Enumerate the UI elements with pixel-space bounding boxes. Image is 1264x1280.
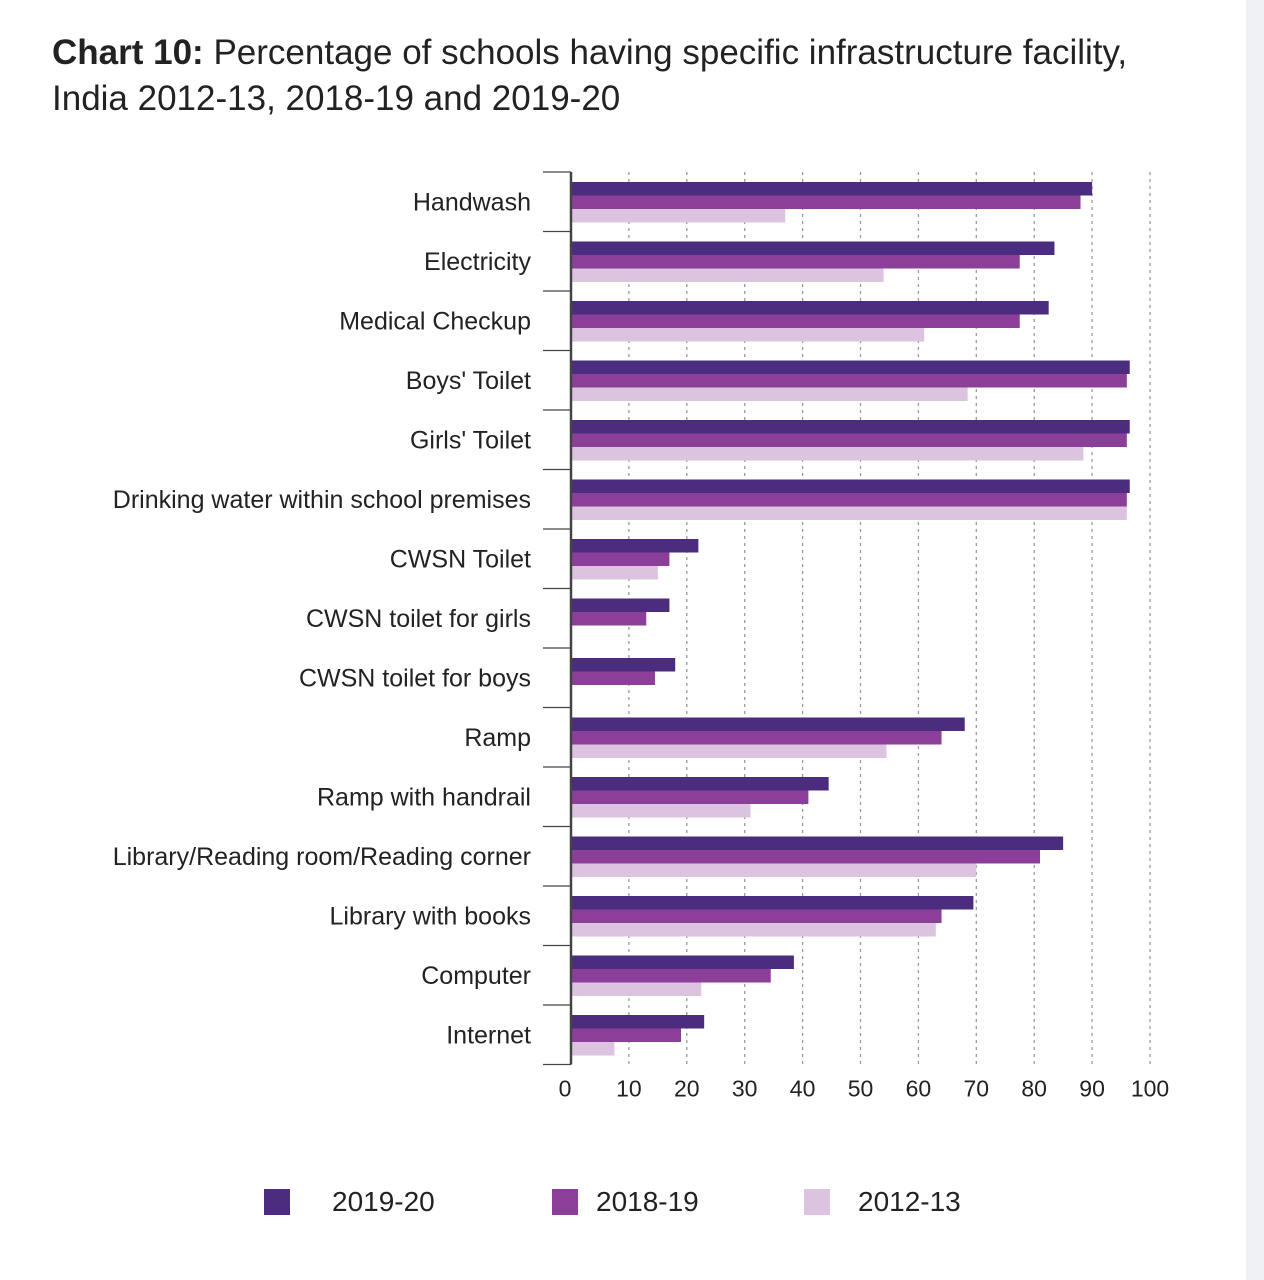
x-tick-label-50: 50 bbox=[848, 1076, 874, 1102]
bar-2012-13-3 bbox=[571, 387, 968, 401]
chart-title: Chart 10: Percentage of schools having s… bbox=[52, 30, 1202, 122]
x-tick-label-90: 90 bbox=[1079, 1076, 1105, 1102]
category-label: Internet bbox=[446, 1021, 531, 1049]
category-label: Library/Reading room/Reading corner bbox=[113, 843, 531, 871]
bar-2012-13-0 bbox=[571, 209, 786, 223]
bar-2012-13-12 bbox=[571, 923, 936, 937]
chart-title-bold: Chart 10: bbox=[52, 33, 204, 72]
legend-item-2018-19: 2018-19 bbox=[552, 1180, 699, 1224]
bar-2019-20-4 bbox=[571, 420, 1130, 434]
bar-2012-13-2 bbox=[571, 328, 925, 342]
bar-2019-20-5 bbox=[571, 479, 1130, 493]
category-label: CWSN Toilet bbox=[390, 545, 531, 573]
legend-item-2019-20: 2019-20 bbox=[264, 1180, 435, 1224]
bar-2018-19-0 bbox=[571, 195, 1081, 209]
bar-2019-20-6 bbox=[571, 539, 699, 553]
bar-2019-20-2 bbox=[571, 301, 1049, 315]
bar-2018-19-12 bbox=[571, 909, 942, 923]
category-label: Ramp bbox=[464, 724, 531, 752]
x-tick-label-70: 70 bbox=[964, 1076, 990, 1102]
bar-2019-20-8 bbox=[571, 658, 676, 672]
category-label: Drinking water within school premises bbox=[113, 486, 531, 514]
bar-2019-20-3 bbox=[571, 360, 1130, 374]
bar-2018-19-11 bbox=[571, 850, 1040, 864]
bar-2018-19-5 bbox=[571, 493, 1127, 507]
category-label: Handwash bbox=[413, 188, 531, 216]
bar-2019-20-1 bbox=[571, 241, 1055, 255]
bar-2018-19-10 bbox=[571, 790, 809, 804]
bar-2018-19-8 bbox=[571, 671, 655, 685]
bar-2019-20-11 bbox=[571, 836, 1064, 850]
bar-2018-19-14 bbox=[571, 1028, 682, 1042]
category-label: CWSN toilet for girls bbox=[306, 605, 531, 633]
page-edge-strip bbox=[1246, 0, 1264, 1280]
category-label: Ramp with handrail bbox=[317, 783, 531, 811]
bar-2019-20-7 bbox=[571, 598, 670, 612]
x-tick-label-20: 20 bbox=[674, 1076, 700, 1102]
bar-2018-19-7 bbox=[571, 612, 647, 626]
bar-2019-20-12 bbox=[571, 896, 974, 910]
bar-2018-19-1 bbox=[571, 255, 1020, 269]
bar-2012-13-1 bbox=[571, 268, 884, 282]
x-tick-label-60: 60 bbox=[906, 1076, 932, 1102]
bar-2018-19-6 bbox=[571, 552, 670, 566]
legend-label-2012-13: 2012-13 bbox=[858, 1186, 961, 1217]
bar-2018-19-4 bbox=[571, 433, 1127, 447]
bar-2018-19-2 bbox=[571, 314, 1020, 328]
category-label: Medical Checkup bbox=[339, 307, 531, 335]
bar-2019-20-9 bbox=[571, 717, 965, 731]
legend: 2019-20 2018-19 2012-13 bbox=[0, 1180, 1264, 1224]
bar-2019-20-0 bbox=[571, 182, 1093, 196]
bar-2012-13-13 bbox=[571, 982, 702, 996]
bar-2012-13-6 bbox=[571, 566, 658, 580]
bar-2018-19-9 bbox=[571, 731, 942, 745]
x-tick-label-0: 0 bbox=[559, 1076, 572, 1102]
bar-2012-13-14 bbox=[571, 1042, 615, 1056]
bar-2019-20-10 bbox=[571, 777, 829, 791]
legend-label-2019-20: 2019-20 bbox=[332, 1186, 435, 1217]
bar-2012-13-11 bbox=[571, 863, 977, 877]
legend-swatch-2018-19 bbox=[552, 1189, 578, 1215]
legend-swatch-2019-20 bbox=[264, 1189, 290, 1215]
bar-2019-20-14 bbox=[571, 1015, 705, 1029]
category-label: Boys' Toilet bbox=[406, 367, 531, 395]
category-label: Electricity bbox=[424, 248, 531, 276]
bar-2012-13-5 bbox=[571, 506, 1127, 520]
legend-item-2012-13: 2012-13 bbox=[804, 1180, 961, 1224]
category-label: CWSN toilet for boys bbox=[299, 664, 531, 692]
x-tick-label-10: 10 bbox=[616, 1076, 642, 1102]
bar-2012-13-10 bbox=[571, 804, 751, 818]
bar-2012-13-9 bbox=[571, 744, 887, 758]
bar-2012-13-4 bbox=[571, 447, 1084, 461]
x-tick-label-100: 100 bbox=[1131, 1076, 1169, 1102]
bar-2018-19-3 bbox=[571, 374, 1127, 388]
x-tick-label-80: 80 bbox=[1021, 1076, 1047, 1102]
category-label: Computer bbox=[421, 962, 531, 990]
legend-label-2018-19: 2018-19 bbox=[596, 1186, 699, 1217]
legend-swatch-2012-13 bbox=[804, 1189, 830, 1215]
category-label: Library with books bbox=[330, 902, 531, 930]
bar-2019-20-13 bbox=[571, 955, 794, 969]
x-tick-label-40: 40 bbox=[790, 1076, 816, 1102]
chart-title-text: Percentage of schools having specific in… bbox=[52, 33, 1128, 118]
x-tick-label-30: 30 bbox=[732, 1076, 758, 1102]
bar-chart: Handwash Electricity Medical Checkup Boys' … bbox=[113, 171, 1169, 1102]
category-label: Girls' Toilet bbox=[410, 426, 531, 454]
bar-2018-19-13 bbox=[571, 969, 771, 983]
